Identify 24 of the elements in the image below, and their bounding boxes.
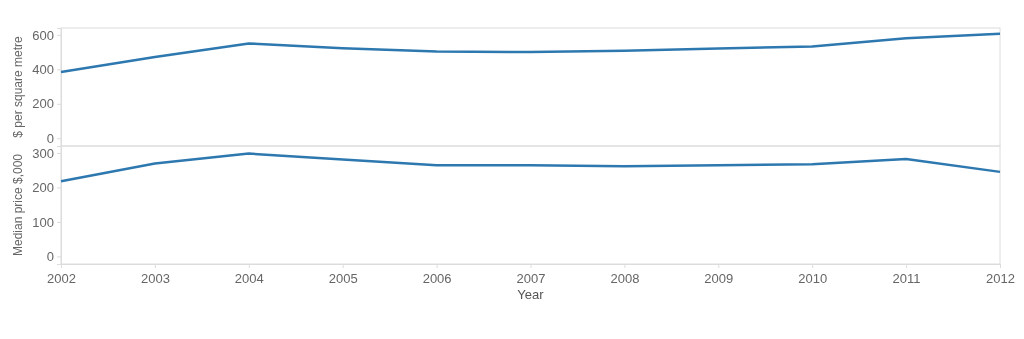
x-tick-label: 2006 [422, 270, 452, 286]
x-tick-label: 2011 [892, 270, 921, 286]
y-axis-title: Median price $,000 [11, 153, 25, 257]
x-tick-label: 2004 [234, 270, 264, 286]
y-tick-label: 300 [32, 145, 54, 161]
line-series [59, 152, 1002, 183]
y-tick-label: 400 [32, 62, 54, 77]
x-axis-title: Year [517, 287, 545, 302]
y-tick-label: 100 [32, 214, 54, 230]
y-tick-label: 200 [32, 96, 54, 112]
x-tick-label: 2007 [516, 270, 546, 286]
y-tick-label: 0 [46, 249, 54, 265]
x-tick-label: 2003 [140, 270, 170, 286]
y-tick-label: 600 [32, 27, 54, 43]
x-tick-label: 2009 [704, 270, 734, 286]
y-tick-label: 0 [46, 130, 54, 146]
x-tick-label: 2012 [986, 270, 1015, 286]
x-tick-label: 2008 [610, 270, 640, 286]
line-series [59, 32, 1002, 74]
x-tick-label: 2005 [328, 270, 358, 286]
x-tick-label: 2002 [47, 270, 76, 286]
x-tick-label: 2010 [798, 270, 828, 286]
y-axis-title: $ per square metre [11, 35, 25, 138]
y-tick-label: 200 [32, 180, 54, 196]
